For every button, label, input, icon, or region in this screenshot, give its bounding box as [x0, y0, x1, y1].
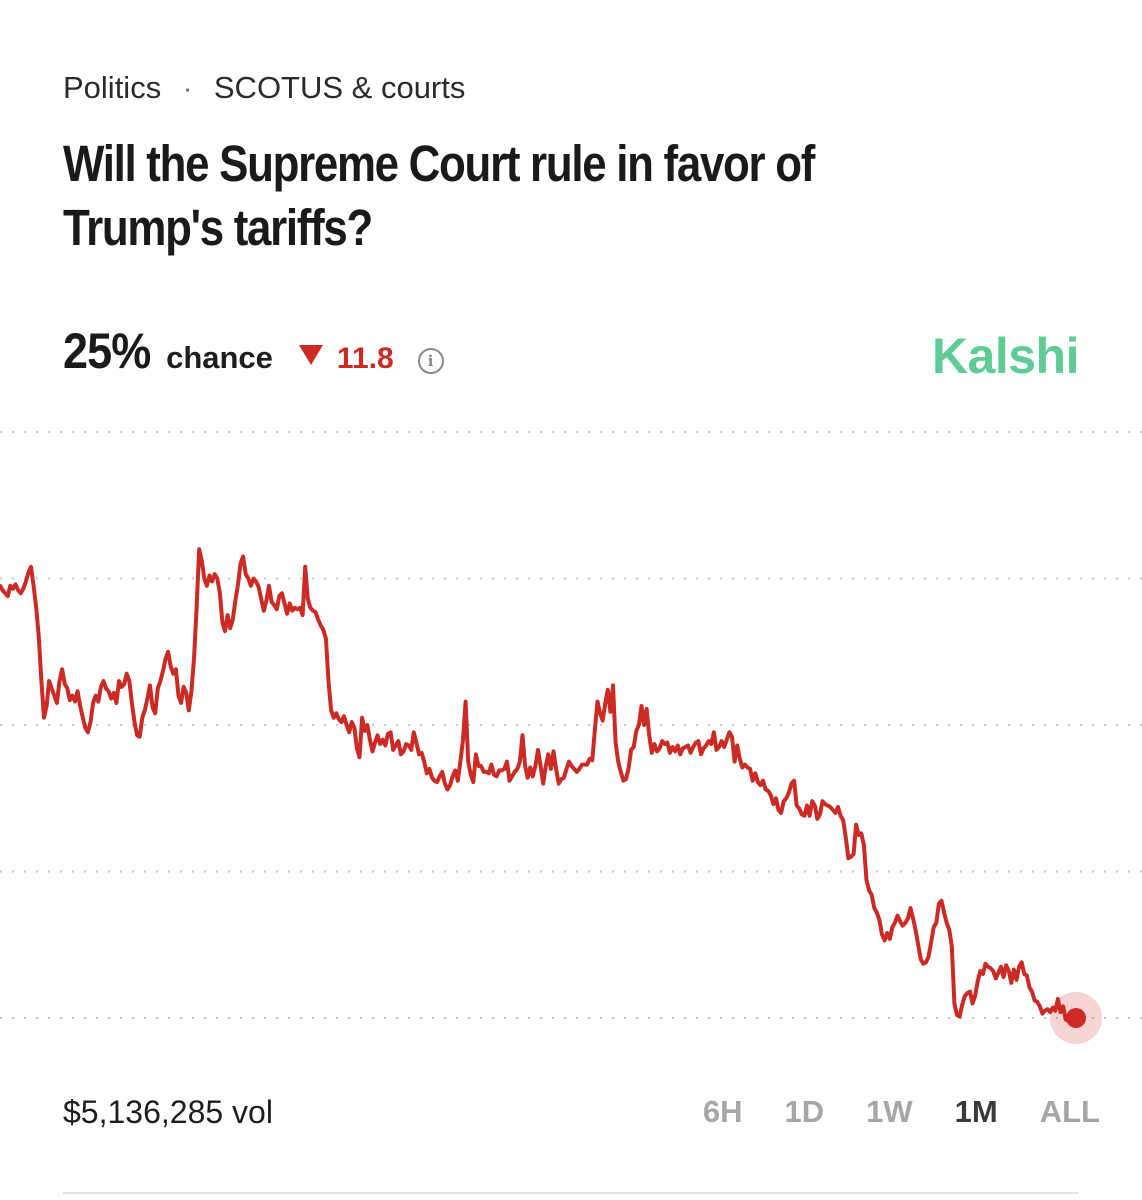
current-point-marker[interactable]	[1066, 1008, 1086, 1028]
change-value: 11.8	[336, 342, 394, 375]
kalshi-logo[interactable]: Kalshi	[931, 328, 1080, 384]
info-icon[interactable]: i	[417, 348, 444, 374]
chance-value: 25%	[63, 323, 151, 379]
divider	[63, 1192, 1079, 1194]
price-chart	[0, 431, 1142, 1044]
time-range-selector: 6H 1D 1W 1M ALL	[661, 1094, 1100, 1130]
down-triangle-icon	[298, 345, 323, 365]
range-1d-button[interactable]: 1D	[784, 1094, 825, 1129]
breadcrumb-separator: ·	[183, 72, 192, 103]
range-1w-button[interactable]: 1W	[866, 1094, 913, 1129]
series-line	[0, 547, 1078, 1023]
change-indicator: 11.8	[298, 342, 394, 376]
volume-label: $5,136,285 vol	[63, 1094, 273, 1130]
range-6h-button[interactable]: 6H	[702, 1094, 743, 1129]
market-title: Will the Supreme Court rule in favor of …	[63, 135, 815, 256]
breadcrumb-category-link[interactable]: Politics	[63, 70, 162, 105]
breadcrumb-subcategory-link[interactable]: SCOTUS & courts	[213, 70, 466, 105]
chart-gridlines	[0, 431, 1142, 1019]
market-stats: 25% chance 11.8 i	[63, 322, 444, 380]
breadcrumb: Politics · SCOTUS & courts	[63, 70, 465, 106]
range-all-button[interactable]: ALL	[1039, 1094, 1100, 1129]
chance-label: chance	[166, 340, 273, 375]
range-1m-button[interactable]: 1M	[954, 1094, 998, 1129]
